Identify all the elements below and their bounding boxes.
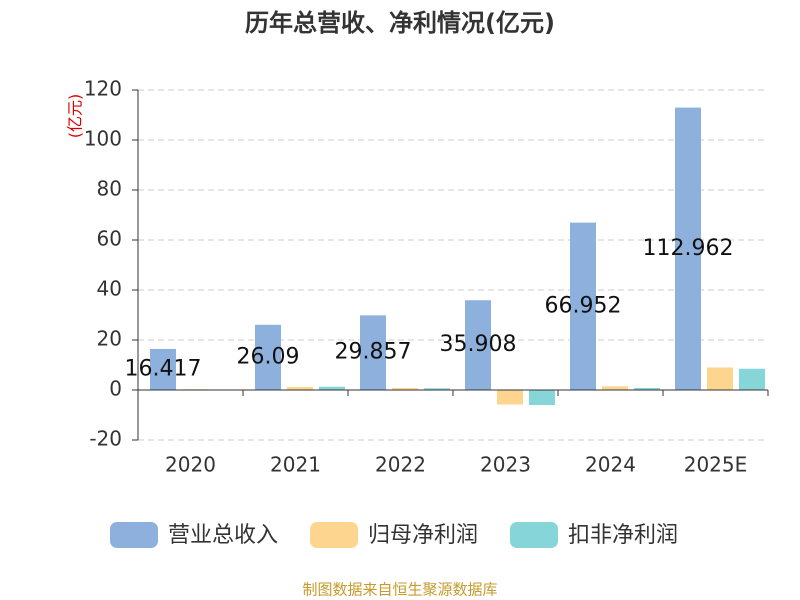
bar xyxy=(529,390,555,405)
y-tick-label: 40 xyxy=(97,277,122,301)
bar xyxy=(360,315,386,390)
x-tick-label: 2023 xyxy=(480,453,531,477)
data-label: 35.908 xyxy=(440,332,517,357)
chart-title: 历年总营收、净利情况(亿元) xyxy=(245,9,555,37)
x-tick-label: 2022 xyxy=(375,453,426,477)
y-tick-label: 20 xyxy=(97,327,122,351)
legend-swatch xyxy=(110,522,158,548)
x-tick-label: 2021 xyxy=(270,453,321,477)
data-label: 29.857 xyxy=(335,340,412,365)
data-label: 66.952 xyxy=(545,293,622,318)
y-tick-label: 0 xyxy=(109,377,122,401)
bar xyxy=(319,386,345,390)
legend-swatch xyxy=(510,522,558,548)
data-label: 26.09 xyxy=(237,344,300,369)
data-label: 16.417 xyxy=(125,356,202,381)
bar xyxy=(570,222,596,390)
source-note: 制图数据来自恒生聚源数据库 xyxy=(302,581,497,599)
y-tick-label: -20 xyxy=(89,427,122,451)
y-tick-label: 60 xyxy=(97,227,122,251)
bar xyxy=(739,368,765,390)
bar xyxy=(424,388,450,390)
legend-label: 营业总收入 xyxy=(168,523,278,548)
bar xyxy=(634,388,660,390)
bar xyxy=(150,348,176,390)
y-tick-label: 80 xyxy=(97,177,122,201)
legend-label: 扣非净利润 xyxy=(568,523,678,548)
bar xyxy=(707,367,733,390)
y-tick-label: 100 xyxy=(84,127,122,151)
bar xyxy=(675,107,701,390)
bar xyxy=(287,387,313,390)
legend-label: 归母净利润 xyxy=(368,523,478,548)
legend-swatch xyxy=(310,522,358,548)
bar xyxy=(392,388,418,390)
y-axis-label: (亿元) xyxy=(66,94,85,139)
x-tick-label: 2025E xyxy=(684,453,748,477)
bar xyxy=(465,300,491,390)
y-tick-label: 120 xyxy=(84,77,122,101)
x-tick-label: 2020 xyxy=(165,453,216,477)
x-tick-label: 2024 xyxy=(585,453,636,477)
bar xyxy=(497,390,523,405)
bar xyxy=(602,386,628,390)
bar xyxy=(255,324,281,390)
data-label: 112.962 xyxy=(643,236,734,261)
